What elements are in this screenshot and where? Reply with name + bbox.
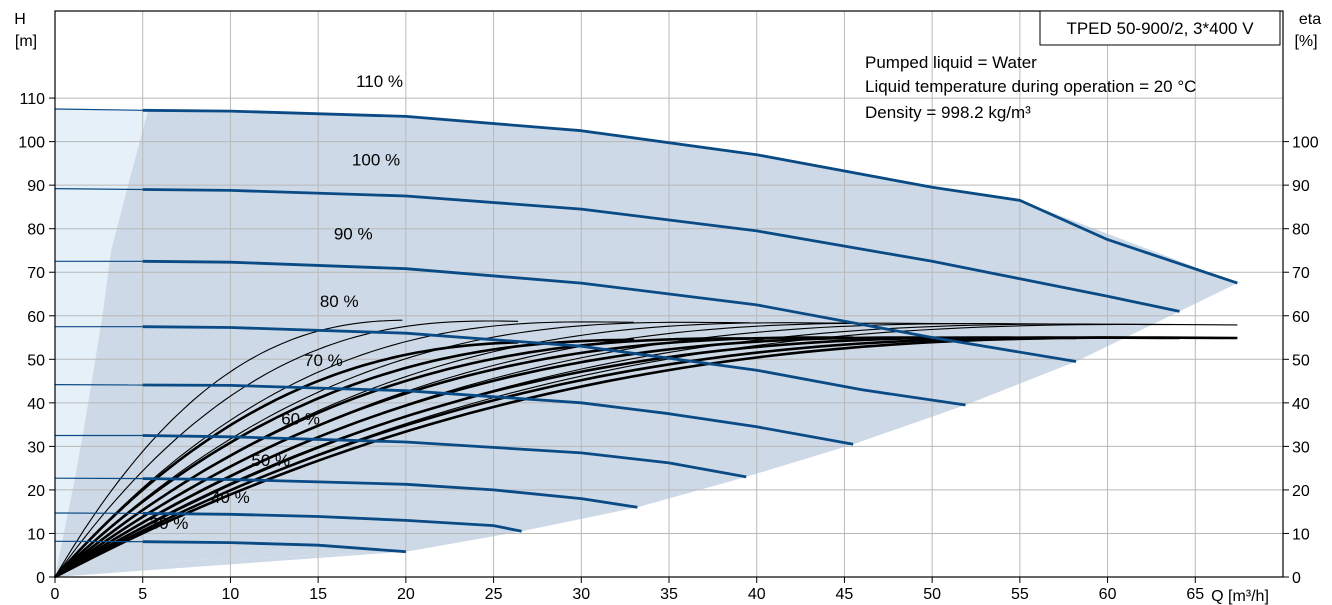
x-tick-label: 65 xyxy=(1186,586,1204,603)
efficiency-curve xyxy=(54,341,519,578)
y-left-axis-unit: [m] xyxy=(15,33,37,50)
x-tick-label: 10 xyxy=(222,586,240,603)
x-tick-label: 0 xyxy=(51,586,60,603)
head-curve xyxy=(142,383,854,446)
y-left-tick-label: 0 xyxy=(36,570,45,587)
x-tick-label: 20 xyxy=(397,586,415,603)
y-right-tick-label: 30 xyxy=(1292,439,1310,456)
speed-label: 100 % xyxy=(352,151,400,170)
y-right-tick-label: 100 xyxy=(1292,135,1319,152)
y-right-tick-label: 0 xyxy=(1292,570,1301,587)
efficiency-curve xyxy=(54,319,403,578)
speed-label: 110 % xyxy=(356,72,403,91)
y-right-axis-unit: [%] xyxy=(1294,33,1317,50)
x-tick-label: 45 xyxy=(836,586,854,603)
x-tick-label: 35 xyxy=(660,586,678,603)
y-left-tick-label: 100 xyxy=(18,135,45,152)
y-right-tick-label: 50 xyxy=(1292,352,1310,369)
head-curve xyxy=(142,188,1180,313)
speed-label: 30 % xyxy=(150,514,189,533)
y-left-axis-title: H xyxy=(14,11,26,28)
x-tick-label: 15 xyxy=(309,586,327,603)
x-tick-label: 50 xyxy=(923,586,941,603)
y-right-tick-label: 70 xyxy=(1292,265,1310,282)
y-left-tick-label: 80 xyxy=(27,222,45,239)
head-curve-start xyxy=(54,188,143,191)
x-tick-label: 40 xyxy=(748,586,766,603)
tick-labels-layer: 0 5 10 15 20 25 30 35 40 45 50 55 60 65 0 10 20 30 40 50 60 7… xyxy=(18,91,1319,603)
left-area-region xyxy=(55,109,148,577)
info-line-liquid: Pumped liquid = Water xyxy=(865,53,1037,72)
efficiency-curve xyxy=(54,336,854,579)
x-tick-label: 25 xyxy=(485,586,503,603)
y-right-axis-title: eta xyxy=(1299,11,1321,28)
x-axis-label: Q [m³/h] xyxy=(1211,588,1269,605)
x-tick-label: 60 xyxy=(1099,586,1117,603)
info-line-temperature: Liquid temperature during operation = 20… xyxy=(865,77,1196,96)
x-tick-label: 5 xyxy=(138,586,147,603)
title-box xyxy=(1039,10,1281,46)
speed-label: 50 % xyxy=(251,451,290,470)
head-curve xyxy=(142,259,1077,363)
speed-label: 80 % xyxy=(320,292,359,311)
efficiency-curve xyxy=(54,336,1238,579)
y-left-tick-label: 110 xyxy=(19,91,45,108)
y-right-tick-label: 80 xyxy=(1292,222,1310,239)
efficiency-curve xyxy=(54,321,634,578)
y-left-tick-label: 40 xyxy=(27,396,45,413)
head-curves-layer: 110 % 100 % 90 % 80 % 70 % 60 % 50 %40 % 30 % xyxy=(54,72,1238,554)
x-tick-label: 30 xyxy=(572,586,590,603)
efficiency-curve xyxy=(54,336,966,579)
speed-label: 90 % xyxy=(334,225,373,244)
head-curve xyxy=(142,325,966,407)
y-left-tick-label: 20 xyxy=(27,483,45,500)
efficiency-curve xyxy=(54,336,1077,579)
speed-label: 60 % xyxy=(281,410,320,429)
head-curve xyxy=(142,512,522,533)
y-right-tick-label: 60 xyxy=(1292,309,1310,326)
y-left-tick-label: 70 xyxy=(27,265,45,282)
y-right-tick-label: 20 xyxy=(1292,483,1310,500)
y-right-tick-label: 10 xyxy=(1292,526,1310,543)
y-left-tick-label: 60 xyxy=(27,309,45,326)
y-right-tick-label: 90 xyxy=(1292,178,1310,195)
chart-title: TPED 50-900/2, 3*400 V xyxy=(1066,19,1254,38)
efficiency-curve xyxy=(54,337,750,579)
info-line-density: Density = 998.2 kg/m³ xyxy=(865,103,1031,122)
y-left-tick-label: 50 xyxy=(27,352,45,369)
y-left-tick-label: 10 xyxy=(27,526,45,543)
y-left-tick-label: 30 xyxy=(27,439,45,456)
speed-label: 70 % xyxy=(304,351,343,370)
efficiency-curve xyxy=(54,336,1180,579)
y-right-tick-label: 40 xyxy=(1292,396,1310,413)
y-left-tick-label: 90 xyxy=(27,178,45,195)
head-curve xyxy=(142,108,1238,285)
x-tick-label: 55 xyxy=(1011,586,1029,603)
speed-label: 40 % xyxy=(211,488,250,507)
head-curve xyxy=(142,477,638,509)
efficiency-curve xyxy=(54,320,519,578)
head-curve xyxy=(142,434,747,479)
head-curve xyxy=(142,540,407,554)
head-curve-start xyxy=(54,108,143,111)
